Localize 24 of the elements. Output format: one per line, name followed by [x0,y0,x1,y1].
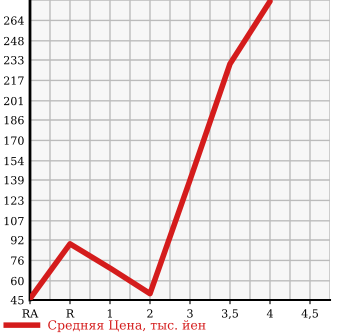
x-tick-label: 3,5 [222,309,238,319]
y-tick-label: 170 [4,136,24,145]
y-tick-label: 139 [4,176,24,184]
y-tick-label: 45 [10,296,24,304]
x-tick-label: 4,5 [302,309,318,319]
y-tick-label: 201 [4,96,23,106]
x-tick-label: 2 [147,309,152,318]
legend-label: Средняя Цена, тыс. йен [48,320,206,332]
x-tick-label: RA [22,309,38,318]
y-tick-label: 233 [4,56,24,64]
y-tick-label: 123 [4,196,24,205]
x-tick-label: 3 [187,309,193,318]
y-tick-label: 107 [4,216,24,226]
x-tick-label: R [66,309,74,318]
y-tick-label: 60 [11,276,24,286]
y-tick-label: 92 [11,236,24,244]
y-tick-label: 76 [11,256,24,265]
y-tick-label: 154 [4,156,24,166]
y-tick-label: 186 [4,116,24,124]
y-tick-label: 264 [4,16,24,25]
x-tick-label: 4 [266,309,273,318]
y-tick-label: 217 [4,76,24,85]
x-tick-label: 1 [108,309,112,318]
y-tick-label: 248 [4,36,24,46]
